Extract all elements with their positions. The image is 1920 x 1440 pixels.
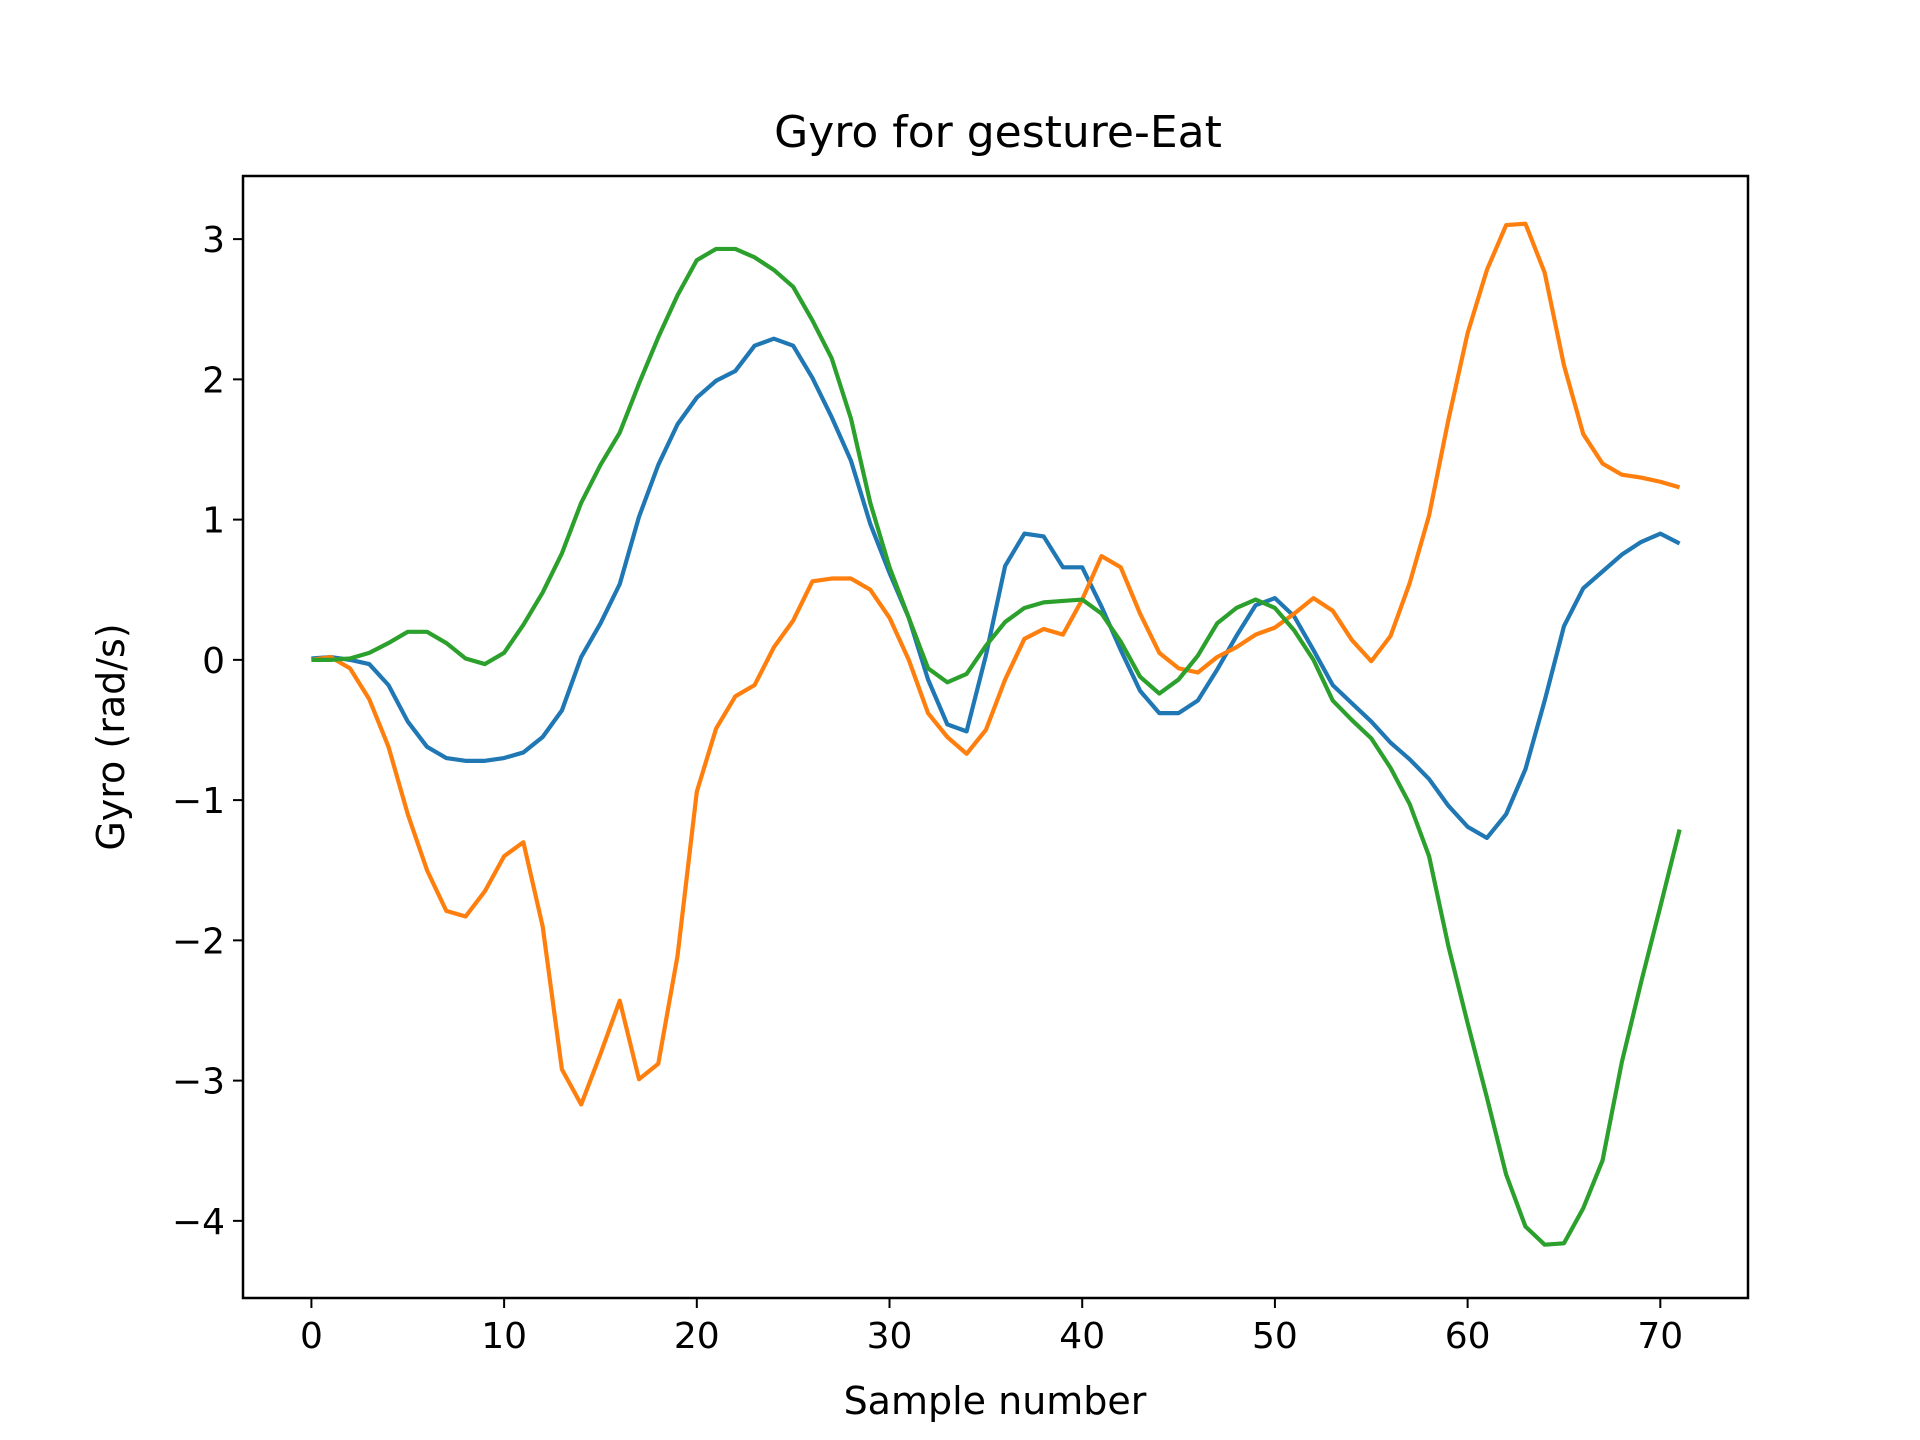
x-tick-label: 10	[481, 1316, 527, 1357]
y-tick-label: −2	[172, 921, 225, 962]
x-tick-label: 70	[1637, 1316, 1683, 1357]
y-tick-label: 3	[202, 220, 225, 261]
x-axis: 0 10 20 30 40 50 60 70	[300, 1298, 1683, 1357]
x-tick-label: 40	[1059, 1316, 1105, 1357]
chart-title: Gyro for gesture-Eat	[774, 107, 1222, 158]
x-axis-label: Sample number	[844, 1379, 1147, 1423]
x-tick-label: 30	[867, 1316, 913, 1357]
x-tick-label: 60	[1445, 1316, 1491, 1357]
y-tick-label: 2	[202, 360, 225, 401]
series-line-1	[311, 336, 1681, 841]
x-tick-label: 20	[674, 1316, 720, 1357]
y-tick-label: 1	[202, 501, 225, 542]
x-tick-label: 0	[300, 1316, 323, 1357]
y-tick-label: −1	[172, 781, 225, 822]
y-tick-label: −4	[172, 1202, 225, 1243]
plot-frame	[241, 174, 1750, 1300]
x-tick-label: 50	[1252, 1316, 1298, 1357]
series-line-3	[311, 246, 1682, 1247]
y-tick-label: 0	[202, 641, 225, 682]
series-layer	[311, 221, 1682, 1247]
y-axis: 3 2 1 0 −1 −2 −3 −4	[172, 220, 243, 1243]
y-tick-label: −3	[172, 1062, 225, 1103]
series-line-2	[311, 221, 1681, 1107]
y-axis-label: Gyro (rad/s)	[89, 623, 133, 850]
